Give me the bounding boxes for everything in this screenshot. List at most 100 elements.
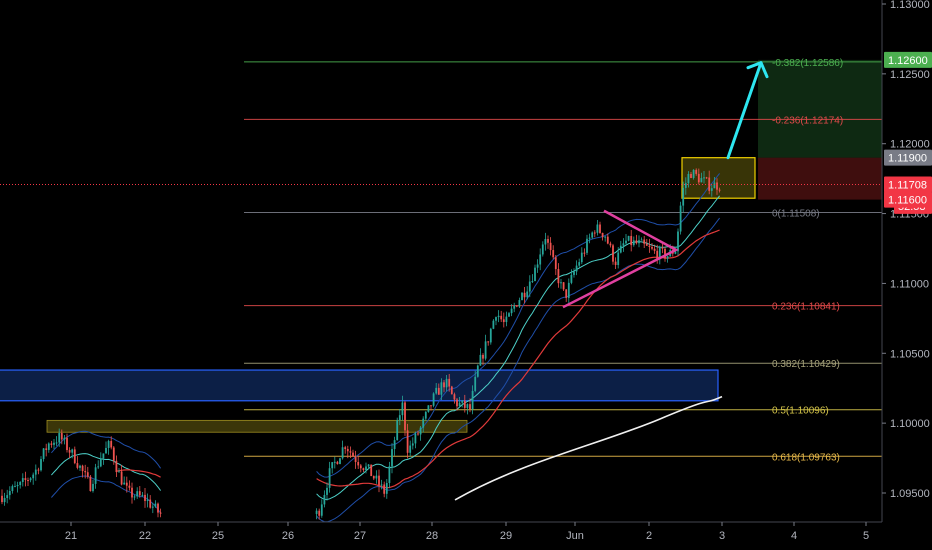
bollinger-bands <box>51 173 723 523</box>
candle-body <box>614 261 617 265</box>
candle-body <box>99 458 102 467</box>
candle-body <box>492 320 495 329</box>
candle-body <box>58 433 61 443</box>
candle-body <box>510 308 513 314</box>
candle-body <box>554 257 557 270</box>
candle-body <box>125 482 128 486</box>
candle-body <box>401 402 404 416</box>
candle-body <box>632 240 635 246</box>
candle-body <box>679 205 682 232</box>
candle-body <box>448 378 451 387</box>
candle-body <box>643 239 646 244</box>
fib-level-label: 0.236(1.10841) <box>772 302 840 313</box>
x-tick-label: 22 <box>139 530 151 542</box>
candle-body <box>354 456 357 463</box>
candle-body <box>318 510 321 516</box>
candle-body <box>112 447 115 461</box>
candle-body <box>708 177 711 191</box>
candle-body <box>27 480 29 482</box>
candle-body <box>505 316 508 323</box>
y-tick-label: 1.10500 <box>890 348 930 360</box>
candle-body <box>544 239 547 245</box>
candle-body <box>521 292 523 301</box>
candle-body <box>508 313 510 317</box>
candle-body <box>497 315 500 318</box>
price-axis-bg <box>882 0 932 550</box>
candle-body <box>375 475 378 479</box>
candle-body <box>640 239 643 241</box>
candle-body <box>580 252 583 263</box>
candle-body <box>591 232 594 238</box>
candle-body <box>593 232 596 234</box>
candle-body <box>151 506 154 508</box>
candle-body <box>380 484 383 486</box>
candle-body <box>609 243 612 246</box>
candle-body <box>40 459 42 471</box>
candle-body <box>154 503 157 507</box>
candle-body <box>370 464 373 477</box>
candle-body <box>474 376 477 391</box>
candle-body <box>687 173 690 184</box>
target-profit-zone <box>758 59 882 158</box>
candle-body <box>484 341 487 359</box>
projection-arrow-shaft <box>726 61 763 160</box>
candle-body <box>648 245 651 247</box>
candle-body <box>479 354 482 366</box>
candle-body <box>362 468 365 471</box>
candle-body <box>656 250 659 260</box>
candle-body <box>128 485 131 488</box>
candle-body <box>333 461 336 463</box>
price-tag-label: 1.11900 <box>888 153 927 165</box>
candle-body <box>515 305 518 307</box>
candle-body <box>682 187 685 206</box>
y-tick-label: 1.11000 <box>890 278 929 290</box>
candle-body <box>653 248 656 251</box>
candle-body <box>476 365 479 377</box>
candle-body <box>16 485 19 487</box>
candle-body <box>502 319 505 323</box>
candle-body <box>695 169 698 174</box>
candle-body <box>586 238 588 253</box>
candle-body <box>677 231 679 252</box>
candle-body <box>79 465 81 468</box>
candle-body <box>365 466 367 471</box>
candle-body <box>612 245 614 262</box>
candle-body <box>666 256 669 259</box>
candle-body <box>445 378 448 388</box>
yellow-support-zone <box>46 419 468 433</box>
candle-body <box>549 242 552 251</box>
candle-body <box>596 224 599 233</box>
candle-body <box>466 404 469 408</box>
candle-body <box>404 402 406 431</box>
candle-body <box>487 341 490 343</box>
candle-body <box>336 461 339 465</box>
candle-body <box>531 281 534 283</box>
candle-body <box>518 300 521 307</box>
candle-body <box>118 471 120 473</box>
fib-level-label: 0(1.11508) <box>772 208 820 219</box>
candle-body <box>315 510 318 514</box>
y-tick-label: 1.13000 <box>890 0 930 11</box>
candle-body <box>443 382 445 388</box>
candle-body <box>396 420 399 441</box>
candle-body <box>440 382 443 395</box>
candle-body <box>339 458 341 465</box>
candle-body <box>456 399 458 407</box>
candle-body <box>149 499 152 508</box>
candle-body <box>346 448 349 452</box>
candle-body <box>45 448 48 450</box>
candle-body <box>528 281 531 292</box>
candle-body <box>625 240 627 244</box>
candle-body <box>19 481 22 486</box>
candle-body <box>11 486 14 492</box>
candle-body <box>115 460 118 473</box>
price-tag <box>884 149 932 166</box>
candle-body <box>406 430 409 453</box>
candle-body <box>136 491 139 497</box>
candle-body <box>552 250 555 258</box>
candle-body <box>89 476 92 492</box>
candle-body <box>471 390 474 410</box>
candle-body <box>541 244 544 255</box>
